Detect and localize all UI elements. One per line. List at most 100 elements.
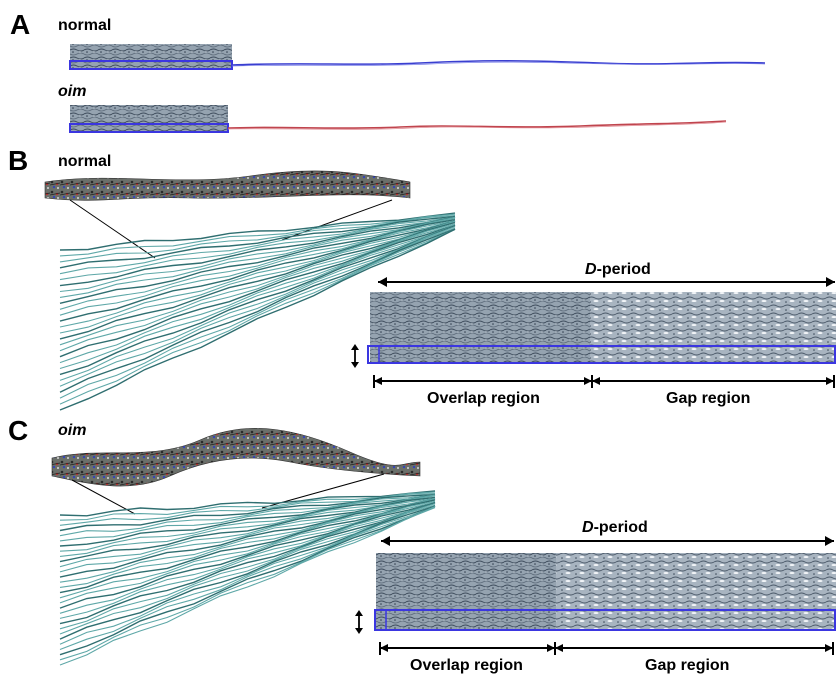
panel-c-strand [59,497,436,578]
panel-b-strand [59,224,456,358]
panel-c-strand [59,498,436,573]
panel-b-strand [59,220,456,328]
panel-b-strand [59,220,456,334]
panel-c-overlap-label: Overlap region [410,657,523,674]
panel-c-dperiod-label: D-period [582,519,648,536]
panel-b-strand [59,224,456,370]
panel-c-zoom-line-left [71,479,136,515]
panel-b-strand [59,215,456,263]
panel-b-strand [59,224,456,376]
panel-b-strand [59,228,456,399]
panel-b-strand [59,228,456,405]
panel-b-dperiod-label: D-period [585,261,651,278]
panel-b-overlap-arrow-left [374,377,382,385]
panel-c-gap-label: Gap region [645,657,729,674]
panel-a-oim-strand [227,120,727,129]
panel-b-strand [59,216,456,275]
panel-a-normal-label: normal [58,17,111,34]
panel-b-zoom-line-left [69,199,156,259]
panel-b-strand [59,221,456,340]
panel-b-strand [59,216,456,281]
panel-b-strand [59,220,456,310]
panel-a-oim-label: oim [58,83,86,100]
panel-c-strand [59,494,436,542]
panel-b-strand [59,220,456,322]
panel-b-letter: B [8,145,28,176]
panel-c-strand [59,501,436,619]
panel-c-strand [59,501,436,614]
panel-a-oim-fibril [70,105,228,132]
panel-a-normal-strand-shadow [231,61,766,67]
panel-c-vertical-arrowhead-up [355,610,363,616]
panel-b-gap-arrow-left [592,377,600,385]
panel-a-normal-fibril [70,44,232,70]
panel-b-molecule-inset [44,170,411,201]
panel-c-strand [59,490,436,517]
panel-c-strand [59,505,436,651]
panel-c-molecule-inset [51,428,421,487]
panel-b-highlight-box-end [367,345,380,364]
panel-a-oim-strand-shadow [227,121,727,130]
panel-b-strand [59,215,456,269]
panel-c-dperiod-arrowhead-right [825,536,834,546]
panel-c: C oim D-period Overlap region Gap regi [8,415,836,674]
panel-c-strand [59,506,436,645]
panel-b-strand [59,224,456,352]
panel-c-strand [59,497,436,568]
panel-c-strand [59,494,436,537]
panel-b-strand [59,216,456,293]
panel-c-fibril-gap [556,553,836,631]
panel-c-dperiod-arrowhead-left [381,536,390,546]
panel-c-highlight-box-end [374,609,387,631]
panel-c-strand [59,491,436,521]
panel-b-dperiod-arrowhead-left [378,277,387,287]
panel-c-strand [59,494,436,532]
panel-b-strand [59,228,456,393]
panel-b-strand [59,220,456,316]
panel-c-gap-arrow-left [555,644,563,652]
panel-b-gap-arrow-right [826,377,834,385]
panel-b: B normal D-period Overlap region Gap r [8,145,836,411]
panel-b-vertical-arrowhead-down [351,362,359,368]
panel-c-strand [59,501,436,604]
panel-b-strand [59,228,456,411]
panel-c-strand [59,501,436,625]
panel-c-overlap-arrow-right [547,644,555,652]
panel-b-fibril-gap [590,292,836,364]
panel-c-strand [59,505,436,640]
panel-c-strand [59,497,436,583]
panel-c-overlap-arrow-left [380,644,388,652]
panel-c-strand-fan [59,490,436,666]
panel-c-strand [59,505,436,656]
panel-b-overlap-arrow-right [584,377,592,385]
panel-b-strand-fan [59,212,456,411]
panel-b-overlap-label: Overlap region [427,390,540,407]
panel-b-strand [59,223,456,346]
panel-b-strand [59,216,456,287]
panel-b-dperiod-arrowhead-right [826,277,835,287]
panel-c-strand [59,502,436,609]
panel-b-gap-label: Gap region [666,390,750,407]
panel-b-strand [59,212,456,251]
panel-b-strand [59,227,456,387]
panel-b-label: normal [58,153,111,170]
panel-b-strand [59,217,456,298]
panel-a-letter: A [10,9,30,40]
panel-c-strand [59,495,436,557]
panel-a-normal-strand [231,59,766,66]
panel-c-strand [59,507,436,666]
panel-b-strand [59,224,456,364]
panel-c-strand [59,493,436,547]
panel-b-strand [59,219,456,304]
panel-c-strand [59,499,436,594]
panel-c-strand [59,503,436,630]
panel-c-gap-arrow-right [825,644,833,652]
panel-c-letter: C [8,415,28,446]
panel-c-strand [59,505,436,661]
panel-b-strand [59,226,456,381]
panel-c-strand [59,494,436,552]
panel-c-strand [59,498,436,588]
panel-a: A normal oim [10,9,766,133]
panel-b-strand [59,213,456,257]
